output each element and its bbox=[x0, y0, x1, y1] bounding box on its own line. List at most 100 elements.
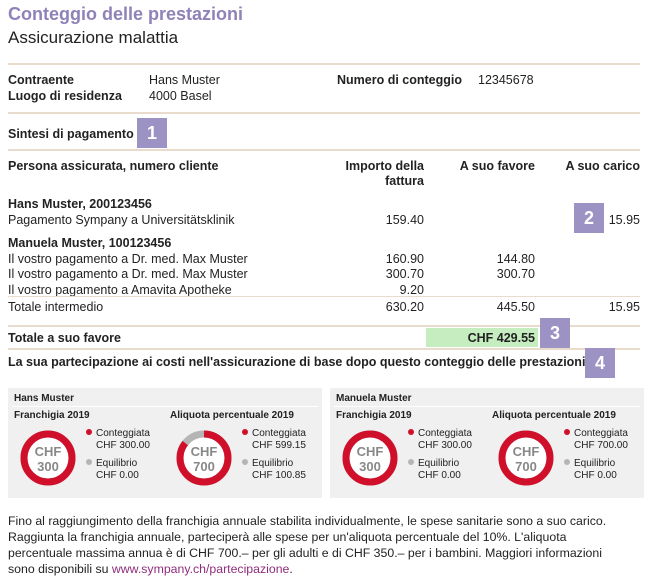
legend-billed-label: Conteggiata bbox=[574, 428, 628, 439]
legend-balance-value: CHF 0.00 bbox=[418, 470, 461, 481]
residence-value: 4000 Basel bbox=[149, 89, 212, 103]
rate-title: Aliquota percentuale 2019 bbox=[170, 410, 294, 421]
statement-number-label: Numero di conteggio bbox=[337, 73, 462, 87]
badge-2: 2 bbox=[574, 203, 604, 233]
legend-billed-label: Conteggiata bbox=[418, 428, 472, 439]
legend-billed: Conteggiata bbox=[86, 428, 150, 440]
franchise-donut: CHF 300 bbox=[342, 430, 398, 486]
franchise-donut: CHF 300 bbox=[20, 430, 76, 486]
row-invoice: 159.40 bbox=[385, 213, 424, 227]
donut-currency: CHF bbox=[513, 444, 540, 459]
donut-amount: 700 bbox=[515, 459, 537, 474]
franchise-title: Franchigia 2019 bbox=[336, 410, 412, 421]
col-header-favor: A suo favore bbox=[459, 159, 535, 173]
residence-label: Luogo di residenza bbox=[8, 89, 122, 103]
subtotal-invoice: 630.20 bbox=[385, 300, 424, 314]
policyholder-label: Contraente bbox=[8, 73, 74, 87]
participation-panel-hans: Hans Muster Franchigia 2019 Aliquota per… bbox=[8, 388, 322, 498]
rate-donut: CHF 700 bbox=[176, 430, 232, 486]
row-favor: 300.70 bbox=[496, 267, 535, 281]
legend-billed-label: Conteggiata bbox=[96, 428, 150, 439]
total-value: CHF 429.55 bbox=[467, 331, 535, 345]
legend-balance-label: Equilibrio bbox=[252, 458, 294, 469]
divider bbox=[8, 149, 640, 151]
page-subtitle: Assicurazione malattia bbox=[8, 28, 179, 47]
legend-billed: Conteggiata bbox=[564, 428, 628, 440]
franchise-progress-arc bbox=[342, 430, 398, 486]
legend-billed-value: CHF 599.15 bbox=[252, 440, 306, 451]
panel-person-name: Manuela Muster bbox=[336, 393, 412, 404]
total-highlight bbox=[426, 328, 538, 347]
subtotal-favor: 445.50 bbox=[496, 300, 535, 314]
legend-balance-value: CHF 0.00 bbox=[574, 470, 617, 481]
donut-amount: 300 bbox=[37, 459, 59, 474]
subtotal-label: Totale intermedio bbox=[8, 300, 104, 314]
payment-summary-heading: Sintesi di pagamento bbox=[8, 127, 134, 141]
rate-progress-arc bbox=[176, 430, 232, 486]
badge-1: 1 bbox=[137, 118, 167, 148]
legend-billed-label: Conteggiata bbox=[252, 428, 306, 439]
legend-balance: Equilibrio bbox=[564, 458, 615, 470]
franchise-progress-arc bbox=[20, 430, 76, 486]
rate-progress-arc bbox=[498, 430, 554, 486]
row-desc: Pagamento Sympany a Universitätsklinik bbox=[8, 213, 235, 227]
row-charge: 15.95 bbox=[608, 213, 640, 227]
grey-dot-icon bbox=[408, 459, 414, 465]
legend-balance: Equilibrio bbox=[408, 458, 459, 470]
subtotal-charge: 15.95 bbox=[608, 300, 640, 314]
badge-4: 4 bbox=[585, 348, 615, 378]
row-desc: Il vostro pagamento a Dr. med. Max Muste… bbox=[8, 267, 248, 281]
donut-currency: CHF bbox=[35, 444, 62, 459]
page-title: Conteggio delle prestazioni bbox=[8, 4, 244, 24]
legend-balance-label: Equilibrio bbox=[418, 458, 460, 469]
participation-heading: La sua partecipazione ai costi nell'assi… bbox=[8, 355, 586, 369]
policyholder-value: Hans Muster bbox=[149, 73, 220, 87]
legend-balance: Equilibrio bbox=[86, 458, 137, 470]
footer-line: Fino al raggiungimento della franchigia … bbox=[8, 514, 607, 528]
badge-3: 3 bbox=[540, 318, 570, 348]
rate-donut: CHF 700 bbox=[498, 430, 554, 486]
panel-divider bbox=[334, 406, 640, 407]
col-header-charge: A suo carico bbox=[565, 159, 640, 173]
grey-dot-icon bbox=[564, 459, 570, 465]
red-dot-icon bbox=[86, 429, 92, 435]
participation-link[interactable]: www.sympany.ch/partecipazione bbox=[111, 562, 290, 576]
legend-balance-value: CHF 0.00 bbox=[96, 470, 139, 481]
red-dot-icon bbox=[242, 429, 248, 435]
divider bbox=[8, 112, 640, 114]
footer-line-prefix: sono disponibili su bbox=[8, 562, 112, 576]
statement-number-value: 12345678 bbox=[478, 73, 534, 87]
col-header-invoice-2: fattura bbox=[385, 174, 424, 188]
footer-line-suffix: . bbox=[289, 562, 293, 576]
donut-amount: 300 bbox=[359, 459, 381, 474]
row-invoice: 160.90 bbox=[385, 252, 424, 266]
grey-dot-icon bbox=[242, 459, 248, 465]
footer-line: percentuale massima annua è di CHF 700.–… bbox=[8, 546, 602, 560]
donut-currency: CHF bbox=[191, 444, 218, 459]
legend-billed-value: CHF 300.00 bbox=[96, 440, 150, 451]
footer-line: sono disponibili su www.sympany.ch/parte… bbox=[8, 561, 643, 577]
divider bbox=[8, 63, 640, 65]
footer-note: Fino al raggiungimento della franchigia … bbox=[8, 513, 643, 577]
col-header-invoice-1: Importo della bbox=[345, 159, 424, 173]
legend-balance-value: CHF 100.85 bbox=[252, 470, 306, 481]
row-desc: Il vostro pagamento a Amavita Apotheke bbox=[8, 283, 232, 297]
grey-dot-icon bbox=[86, 459, 92, 465]
legend-billed-value: CHF 700.00 bbox=[574, 440, 628, 451]
row-invoice: 9.20 bbox=[399, 283, 424, 297]
divider bbox=[8, 296, 640, 297]
panel-person-name: Hans Muster bbox=[14, 393, 75, 404]
legend-billed: Conteggiata bbox=[242, 428, 306, 440]
legend-billed: Conteggiata bbox=[408, 428, 472, 440]
donut-amount: 700 bbox=[193, 459, 215, 474]
legend-billed-value: CHF 300.00 bbox=[418, 440, 472, 451]
footer-line: Raggiunta la franchigia annuale, parteci… bbox=[8, 530, 567, 544]
rate-title: Aliquota percentuale 2019 bbox=[492, 410, 616, 421]
donut-currency: CHF bbox=[357, 444, 384, 459]
red-dot-icon bbox=[564, 429, 570, 435]
divider bbox=[8, 348, 640, 350]
panel-divider bbox=[12, 406, 318, 407]
insured-person-2: Manuela Muster, 100123456 bbox=[8, 236, 172, 250]
participation-panel-manuela: Manuela Muster Franchigia 2019 Aliquota … bbox=[330, 388, 644, 498]
red-dot-icon bbox=[408, 429, 414, 435]
